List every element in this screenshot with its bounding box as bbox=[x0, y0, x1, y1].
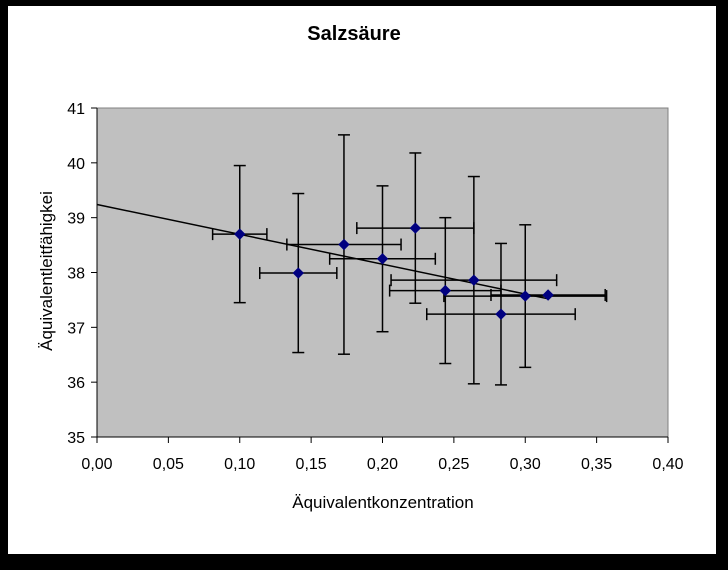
x-tick-label: 0,05 bbox=[153, 456, 184, 473]
x-tick-label: 0,15 bbox=[296, 456, 327, 473]
y-tick-label: 39 bbox=[67, 211, 85, 228]
y-tick-label: 36 bbox=[67, 375, 85, 392]
y-tick-label: 38 bbox=[67, 266, 85, 283]
y-tick-label: 41 bbox=[67, 101, 85, 118]
data-point bbox=[542, 289, 554, 301]
data-point bbox=[468, 274, 480, 286]
y-tick-label: 35 bbox=[67, 430, 85, 447]
data-point bbox=[234, 228, 246, 240]
x-tick-label: 0,10 bbox=[224, 456, 255, 473]
x-tick-label: 0,30 bbox=[510, 456, 541, 473]
chart-frame: Salzsäure 0,00 0,05 0,10 0,15 0,20 0,25 0,30 0,… bbox=[8, 6, 716, 554]
data-point bbox=[292, 267, 304, 279]
chart: Salzsäure 0,00 0,05 0,10 0,15 0,20 0,25 0,30 0,… bbox=[37, 23, 684, 512]
data-point bbox=[376, 253, 389, 265]
x-tick-label: 0,00 bbox=[81, 456, 112, 473]
data-point bbox=[409, 222, 422, 234]
data-point bbox=[495, 308, 507, 320]
y-tick-label: 40 bbox=[67, 156, 85, 173]
y-axis-title: Äquivalentleitfähigkei bbox=[37, 191, 56, 351]
x-tick-label: 0,35 bbox=[581, 456, 612, 473]
chart-title: Salzsäure bbox=[307, 23, 400, 45]
x-axis-title: Äquivalentkonzentration bbox=[292, 493, 473, 512]
data-point bbox=[338, 238, 350, 251]
x-tick-label: 0,25 bbox=[438, 456, 469, 473]
data-point bbox=[519, 290, 531, 302]
x-tick-label: 0,40 bbox=[652, 456, 683, 473]
ticks: 0,00 0,05 0,10 0,15 0,20 0,25 0,30 0,35 0,40 35 36… bbox=[67, 101, 683, 473]
data-point bbox=[439, 284, 452, 297]
x-tick-label: 0,20 bbox=[367, 456, 398, 473]
data-points bbox=[234, 222, 554, 320]
y-tick-label: 37 bbox=[67, 320, 85, 337]
